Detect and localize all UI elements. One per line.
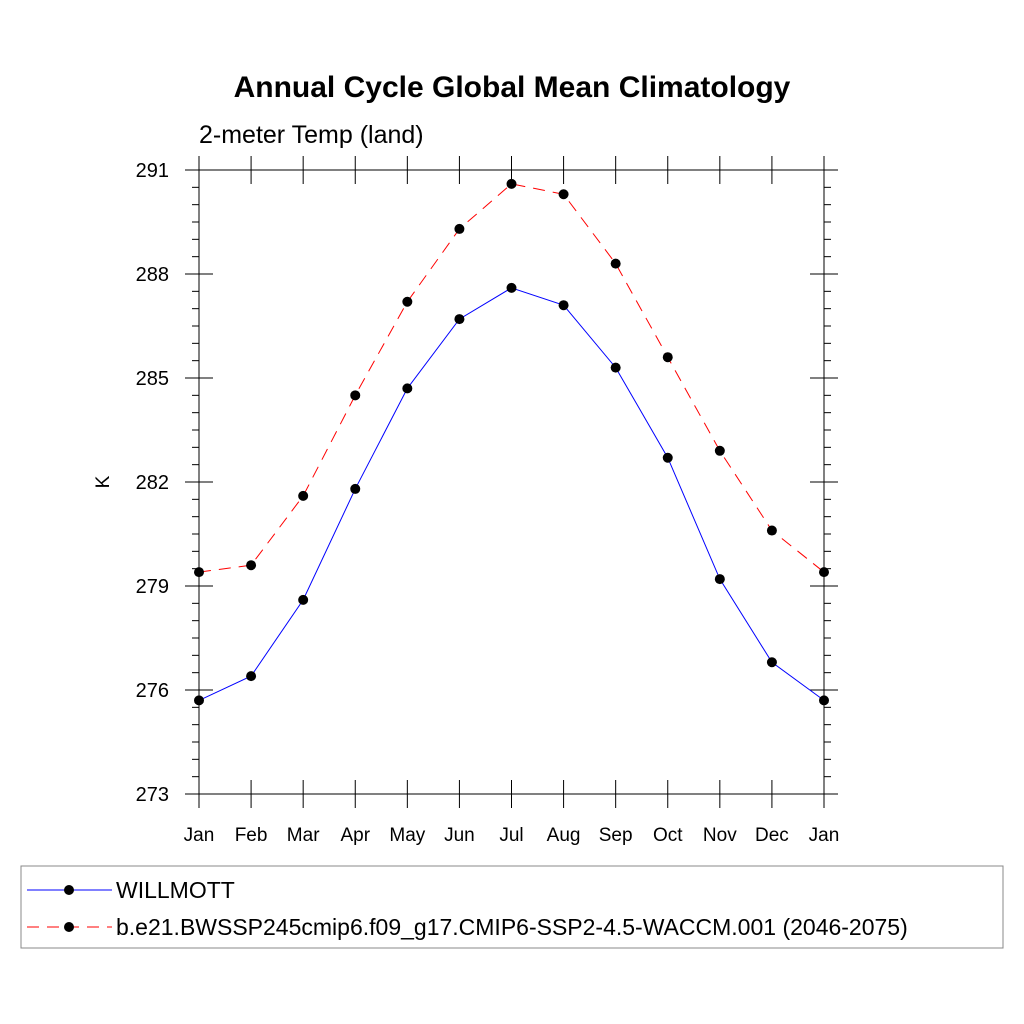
x-tick-label: Dec xyxy=(755,825,789,846)
legend: WILLMOTT b.e21.BWSSP245cmip6.f09_g17.CMI… xyxy=(20,865,1004,949)
y-tick-label: 282 xyxy=(136,472,169,494)
y-axis-ticks: 273 276 279 282 285 288 291 xyxy=(136,160,838,806)
series-2-point xyxy=(194,567,204,578)
y-tick-label: 279 xyxy=(136,576,169,598)
x-tick-label: Oct xyxy=(653,825,683,846)
x-tick-label: Jan xyxy=(809,825,840,846)
x-tick-label: Aug xyxy=(547,825,581,846)
series-1-point xyxy=(246,671,257,682)
series-2-point xyxy=(766,525,777,536)
series-1-point xyxy=(819,695,829,706)
legend-label-series-1: WILLMOTT xyxy=(116,877,235,903)
x-tick-label: Feb xyxy=(235,825,268,846)
x-tick-label: Jul xyxy=(499,825,523,846)
series-2-point xyxy=(714,445,725,456)
legend-marker-series-2 xyxy=(64,922,74,932)
series-1-point xyxy=(766,657,777,668)
legend-box xyxy=(20,865,1004,949)
x-axis-ticks: Jan Feb Mar Apr May Jun Jul Aug Sep Oct Nov Dec Jan xyxy=(184,156,840,846)
series-2-point xyxy=(350,390,361,401)
x-tick-label: Jun xyxy=(444,825,475,846)
series-1-point xyxy=(610,362,621,373)
plot-frame xyxy=(198,169,825,795)
x-tick-label: Mar xyxy=(287,825,320,846)
series-1-point xyxy=(506,282,517,293)
series-1-point xyxy=(350,483,361,494)
chart-subtitle: 2-meter Temp (land) xyxy=(199,121,424,149)
y-tick-label: 273 xyxy=(136,784,169,806)
x-tick-label: May xyxy=(389,825,425,846)
series-line-2 xyxy=(198,183,825,573)
legend-marker-series-1 xyxy=(64,885,74,895)
series-2-point xyxy=(558,189,569,200)
series-1-point xyxy=(402,383,413,394)
legend-label-series-2: b.e21.BWSSP245cmip6.f09_g17.CMIP6-SSP2-4… xyxy=(116,914,908,940)
y-tick-label: 291 xyxy=(136,160,169,182)
series-1-point xyxy=(662,452,673,463)
series-1-point xyxy=(714,574,725,585)
y-axis-label: K xyxy=(93,475,114,488)
y-tick-label: 288 xyxy=(136,264,169,286)
series-1-point xyxy=(194,695,204,706)
x-tick-label: Jan xyxy=(184,825,215,846)
series-2-point xyxy=(298,490,309,501)
series-layer xyxy=(194,178,829,706)
series-1-point xyxy=(298,594,309,605)
x-tick-label: Apr xyxy=(340,825,370,846)
series-2-point xyxy=(454,223,465,234)
series-2-point xyxy=(610,258,621,269)
series-2-point xyxy=(402,296,413,307)
series-line-1 xyxy=(198,287,825,701)
chart-title: Annual Cycle Global Mean Climatology xyxy=(234,71,791,104)
series-1-point xyxy=(558,300,569,311)
series-2-point xyxy=(246,560,257,571)
x-tick-label: Nov xyxy=(703,825,737,846)
x-tick-label: Sep xyxy=(599,825,633,846)
series-2-point xyxy=(506,178,517,189)
series-1-point xyxy=(454,314,465,325)
y-tick-label: 285 xyxy=(136,368,169,390)
series-2-point xyxy=(819,567,829,578)
series-2-point xyxy=(662,352,673,363)
y-tick-label: 276 xyxy=(136,680,169,702)
